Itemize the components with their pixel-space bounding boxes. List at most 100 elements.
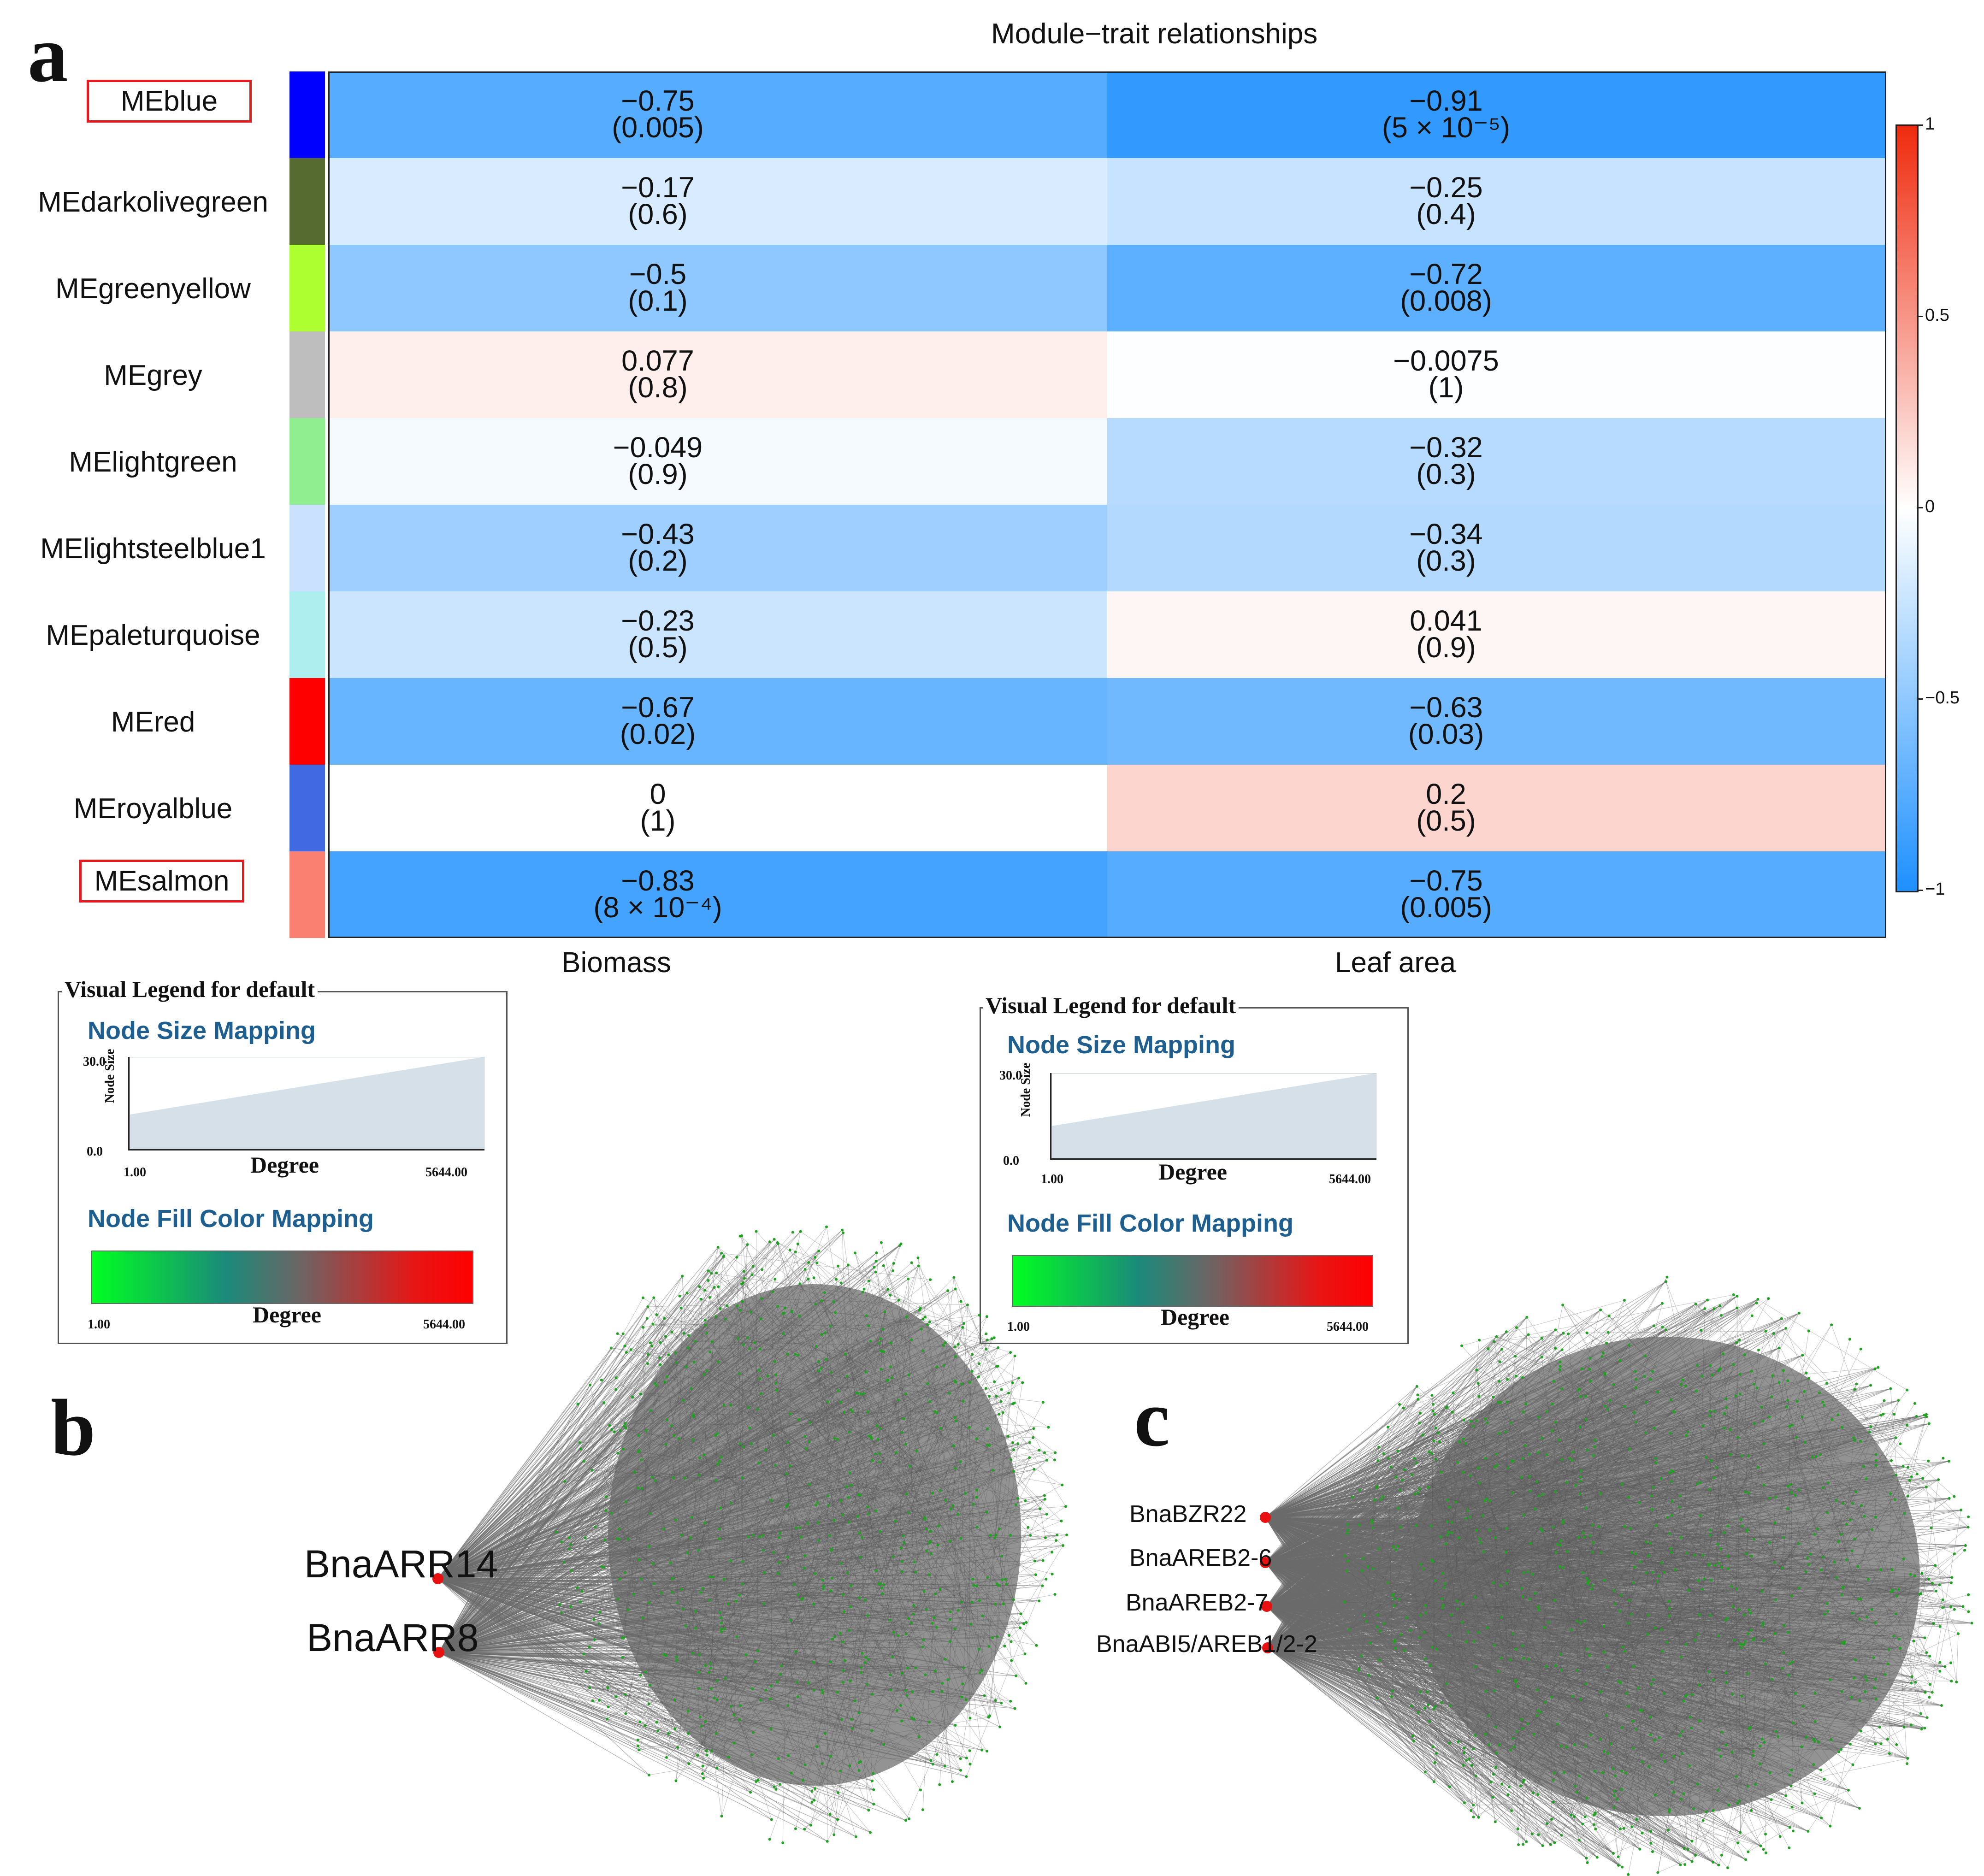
network-b-node xyxy=(940,1690,944,1693)
network-b-node xyxy=(1012,1448,1016,1451)
p-value: (0.9) xyxy=(1416,631,1476,664)
network-b-node xyxy=(651,1562,655,1565)
network-b-node xyxy=(1016,1442,1020,1445)
network-b-node xyxy=(1045,1458,1049,1462)
network-b-node xyxy=(562,1560,566,1563)
network-b-node xyxy=(880,1368,883,1371)
network-b-node xyxy=(614,1388,618,1391)
network-b-node xyxy=(840,1228,844,1232)
network-b-edge xyxy=(437,1578,869,1811)
network-b-node xyxy=(588,1686,591,1689)
network-b-node xyxy=(671,1591,674,1594)
heatmap-cell xyxy=(1107,245,1886,331)
network-b-node xyxy=(874,1270,877,1274)
correlation-value: 0.041 xyxy=(1410,605,1482,637)
network-b-node xyxy=(872,1772,875,1775)
network-b-node xyxy=(891,1655,894,1658)
network-b-node xyxy=(863,1661,866,1664)
network-b-node xyxy=(897,1634,900,1637)
network-b-node xyxy=(944,1499,947,1502)
module-color-mepaleturquoise xyxy=(289,591,325,678)
network-b-node xyxy=(910,1261,913,1264)
network-b-node xyxy=(663,1317,666,1320)
heatmap-cell-value: −0.25 (0.4) xyxy=(1146,173,1746,229)
network-b-node xyxy=(1065,1533,1069,1536)
degree-label: Degree xyxy=(1158,1159,1227,1185)
module-color-megrey xyxy=(289,331,325,418)
network-b-node xyxy=(720,1627,723,1630)
network-b-node xyxy=(933,1670,937,1673)
network-b-node xyxy=(936,1544,939,1547)
correlation-value: −0.32 xyxy=(1409,431,1483,464)
network-b-node xyxy=(920,1327,923,1331)
network-b-node xyxy=(764,1688,768,1692)
network-b-node xyxy=(919,1788,922,1792)
network-b-node xyxy=(950,1508,953,1511)
network-b-node xyxy=(980,1748,984,1752)
network-b-node xyxy=(637,1744,640,1747)
network-b-node xyxy=(827,1400,830,1404)
network-b-node xyxy=(671,1577,674,1581)
network-b-node xyxy=(1041,1401,1045,1404)
network-b-node xyxy=(1027,1526,1030,1529)
network-b-node xyxy=(797,1354,800,1357)
network-b-node xyxy=(786,1556,789,1559)
network-b-node xyxy=(639,1674,642,1677)
network-b-node xyxy=(942,1364,945,1367)
network-b-edge xyxy=(437,1352,676,1579)
network-b-node xyxy=(598,1699,601,1702)
network-b-node xyxy=(579,1600,582,1604)
network-b-node xyxy=(904,1632,908,1635)
network-b-node xyxy=(1004,1578,1007,1581)
network-b-node xyxy=(923,1590,926,1593)
network-b-node xyxy=(708,1296,711,1299)
network-b-node xyxy=(995,1365,998,1368)
network-b-node xyxy=(709,1575,712,1579)
network-b-node xyxy=(1034,1573,1037,1576)
network-b-node xyxy=(729,1501,732,1504)
network-b-node xyxy=(929,1552,933,1556)
network-b-node xyxy=(710,1272,713,1275)
network-b-node xyxy=(902,1534,905,1538)
network-b-node xyxy=(1033,1468,1036,1471)
network-b-node xyxy=(905,1694,909,1697)
network-b-node xyxy=(644,1429,648,1432)
network-b-node xyxy=(623,1571,626,1574)
network-b-node xyxy=(624,1712,627,1715)
network-b-node xyxy=(861,1652,864,1655)
network-b xyxy=(432,1225,1069,1844)
module-label-melightgreen: MElightgreen xyxy=(69,446,237,478)
heatmap-cell xyxy=(328,851,1107,938)
network-b-node xyxy=(1021,1381,1024,1384)
network-b-node xyxy=(1009,1699,1012,1703)
network-b-node xyxy=(971,1578,974,1581)
module-label-mered: MEred xyxy=(111,706,195,738)
network-b-node xyxy=(861,1291,864,1294)
network-b-node xyxy=(917,1735,921,1738)
network-b-node xyxy=(790,1310,793,1313)
network-b-node xyxy=(673,1727,677,1730)
module-label-meblue: MEblue xyxy=(87,80,252,123)
network-b-node xyxy=(692,1415,695,1418)
network-b-node xyxy=(796,1695,799,1699)
network-b-node xyxy=(959,1537,962,1540)
network-b-node xyxy=(899,1704,902,1707)
network-b-node xyxy=(789,1464,792,1468)
network-b-node xyxy=(869,1339,872,1343)
network-b-node xyxy=(1007,1392,1010,1395)
network-b-node xyxy=(992,1469,995,1472)
network-b-node xyxy=(949,1610,952,1613)
network-b-node xyxy=(584,1536,587,1540)
network-b-node xyxy=(716,1245,720,1249)
network-b-edge xyxy=(437,1428,988,1579)
network-b-node xyxy=(644,1670,647,1674)
network-b-node xyxy=(637,1748,640,1752)
network-b-node xyxy=(757,1461,761,1464)
network-b-node xyxy=(670,1331,673,1334)
network-b-node xyxy=(649,1512,652,1515)
network-b-node xyxy=(598,1611,601,1614)
network-b-node xyxy=(648,1601,651,1605)
network-b-node xyxy=(993,1536,996,1540)
network-b-node xyxy=(713,1286,716,1289)
network-b-node xyxy=(897,1298,900,1302)
